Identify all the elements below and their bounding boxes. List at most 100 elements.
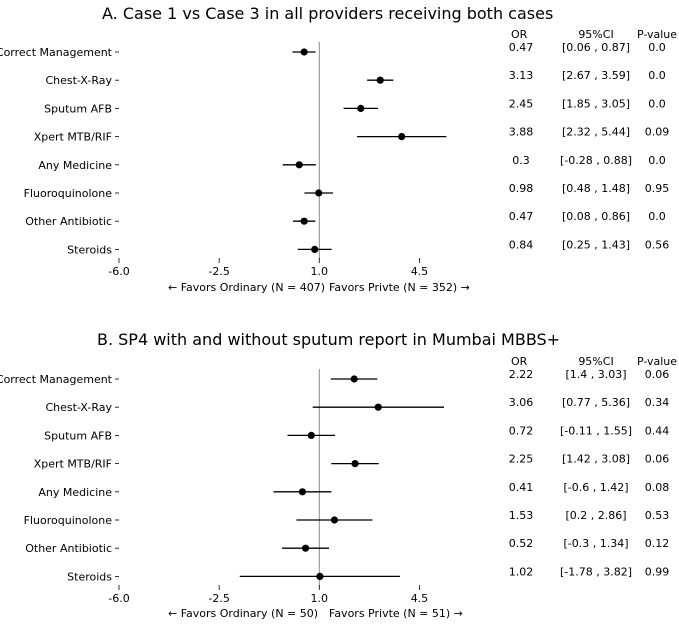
or-value: 2.25 bbox=[509, 453, 534, 466]
ci-value: [1.4 , 3.03] bbox=[565, 368, 626, 381]
p-value: 0.08 bbox=[645, 481, 670, 494]
y-tick-label: Any Medicine bbox=[38, 486, 112, 499]
or-value: 0.52 bbox=[509, 537, 534, 550]
y-tick-label: Other Antibiotic bbox=[25, 215, 112, 228]
y-tick-label: Correct Management bbox=[0, 373, 113, 386]
y-tick-label: Steroids bbox=[67, 243, 112, 256]
p-value: 0.99 bbox=[645, 565, 670, 578]
x-axis-label-left: ← Favors Ordinary (N = 50) bbox=[168, 607, 318, 620]
y-tick-label: Correct Management bbox=[0, 46, 113, 59]
table-header-or: OR bbox=[511, 28, 528, 41]
x-tick-label: 4.5 bbox=[411, 265, 429, 278]
table-header-ci: 95%CI bbox=[578, 355, 613, 368]
or-value: 3.88 bbox=[509, 126, 534, 139]
panel-b-title: B. SP4 with and without sputum report in… bbox=[97, 330, 561, 349]
ci-value: [-0.3 , 1.34] bbox=[563, 537, 628, 550]
or-point bbox=[357, 104, 365, 112]
or-point bbox=[300, 217, 308, 225]
p-value: 0.06 bbox=[645, 453, 670, 466]
ci-value: [0.2 , 2.86] bbox=[565, 509, 626, 522]
x-tick-label: -6.0 bbox=[108, 592, 129, 605]
ci-value: [1.85 , 3.05] bbox=[562, 97, 630, 110]
x-tick-label: 1.0 bbox=[311, 592, 329, 605]
p-value: 0.0 bbox=[648, 154, 666, 167]
or-value: 3.13 bbox=[509, 69, 534, 82]
ci-value: [0.77 , 5.36] bbox=[562, 396, 630, 409]
p-value: 0.06 bbox=[645, 368, 670, 381]
ci-value: [2.32 , 5.44] bbox=[562, 126, 630, 139]
or-value: 0.41 bbox=[509, 481, 534, 494]
ci-value: [-0.28 , 0.88] bbox=[560, 154, 632, 167]
ci-value: [0.25 , 1.43] bbox=[562, 238, 630, 251]
table-header-ci: 95%CI bbox=[578, 28, 613, 41]
or-point bbox=[350, 375, 358, 383]
p-value: 0.44 bbox=[645, 424, 670, 437]
or-value: 0.84 bbox=[509, 238, 534, 251]
p-value: 0.0 bbox=[648, 69, 666, 82]
ci-value: [-1.78 , 3.82] bbox=[560, 565, 632, 578]
or-point bbox=[374, 403, 382, 411]
y-tick-label: Xpert MTB/RIF bbox=[34, 458, 112, 471]
table-header-pvalue: P-value bbox=[637, 28, 677, 41]
ci-value: [-0.6 , 1.42] bbox=[563, 481, 628, 494]
or-value: 2.45 bbox=[509, 97, 534, 110]
p-value: 0.53 bbox=[645, 509, 670, 522]
ci-value: [-0.11 , 1.55] bbox=[560, 424, 632, 437]
y-tick-label: Sputum AFB bbox=[44, 429, 112, 442]
y-tick-label: Xpert MTB/RIF bbox=[34, 131, 112, 144]
x-axis-label-right: Favors Privte (N = 51) → bbox=[329, 607, 463, 620]
x-axis-label-left: ← Favors Ordinary (N = 407) bbox=[168, 281, 325, 294]
panel-a-title: A. Case 1 vs Case 3 in all providers rec… bbox=[102, 4, 554, 23]
or-point bbox=[315, 189, 323, 197]
x-tick-label: -6.0 bbox=[108, 265, 129, 278]
x-tick-label: 1.0 bbox=[311, 265, 329, 278]
or-point bbox=[376, 76, 384, 84]
or-value: 3.06 bbox=[509, 396, 534, 409]
or-value: 0.3 bbox=[512, 154, 530, 167]
ci-value: [1.42 , 3.08] bbox=[562, 453, 630, 466]
ci-value: [0.48 , 1.48] bbox=[562, 182, 630, 195]
y-tick-label: Chest-X-Ray bbox=[46, 74, 113, 87]
p-value: 0.56 bbox=[645, 238, 670, 251]
or-value: 1.53 bbox=[509, 509, 534, 522]
or-point bbox=[351, 460, 359, 468]
or-point bbox=[300, 48, 308, 56]
p-value: 0.12 bbox=[645, 537, 670, 550]
y-tick-label: Sputum AFB bbox=[44, 102, 112, 115]
x-axis-label-right: Favors Privte (N = 352) → bbox=[329, 281, 470, 294]
y-tick-label: Chest-X-Ray bbox=[46, 401, 113, 414]
p-value: 0.95 bbox=[645, 182, 670, 195]
or-value: 0.47 bbox=[509, 41, 534, 54]
x-tick-label: 4.5 bbox=[411, 592, 429, 605]
or-point bbox=[316, 572, 324, 581]
x-tick-label: -2.5 bbox=[208, 592, 229, 605]
table-header-pvalue: P-value bbox=[637, 355, 677, 368]
ci-value: [0.08 , 0.86] bbox=[562, 210, 630, 223]
p-value: 0.0 bbox=[648, 210, 666, 223]
or-value: 0.98 bbox=[509, 182, 534, 195]
or-point bbox=[301, 544, 310, 552]
p-value: 0.34 bbox=[645, 396, 670, 409]
ci-value: [0.06 , 0.87] bbox=[562, 41, 630, 54]
or-value: 0.72 bbox=[509, 424, 534, 437]
or-point bbox=[307, 431, 315, 439]
or-point bbox=[311, 245, 319, 253]
x-tick-label: -2.5 bbox=[208, 265, 229, 278]
or-point bbox=[330, 516, 339, 524]
or-value: 0.47 bbox=[509, 210, 534, 223]
y-tick-label: Fluoroquinolone bbox=[24, 187, 113, 200]
or-point bbox=[298, 488, 307, 496]
p-value: 0.0 bbox=[648, 97, 666, 110]
or-point bbox=[398, 133, 406, 141]
or-value: 2.22 bbox=[509, 368, 534, 381]
y-tick-label: Fluoroquinolone bbox=[24, 514, 113, 527]
y-tick-label: Other Antibiotic bbox=[25, 542, 112, 555]
or-value: 1.02 bbox=[509, 565, 534, 578]
table-header-or: OR bbox=[511, 355, 528, 368]
y-tick-label: Any Medicine bbox=[38, 159, 112, 172]
p-value: 0.0 bbox=[648, 41, 666, 54]
p-value: 0.09 bbox=[645, 126, 670, 139]
ci-value: [2.67 , 3.59] bbox=[562, 69, 630, 82]
y-tick-label: Steroids bbox=[67, 570, 112, 583]
